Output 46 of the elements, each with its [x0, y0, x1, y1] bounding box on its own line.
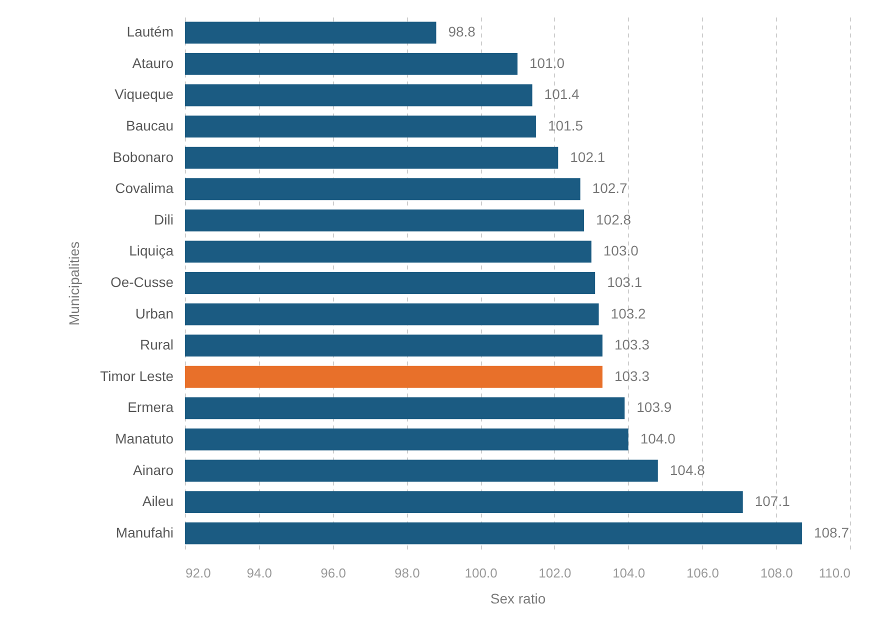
data-label: 101.5 — [548, 118, 584, 134]
x-tick-label: 96.0 — [320, 566, 346, 580]
data-label: 98.8 — [448, 24, 476, 40]
x-tick-label: 110.0 — [818, 566, 850, 580]
y-tick-label: Lautém — [126, 24, 174, 40]
data-label: 102.1 — [570, 148, 606, 165]
y-tick-label: Ermera — [128, 399, 174, 416]
y-tick-label: Atauro — [132, 54, 174, 71]
x-tick-label: 94.0 — [246, 566, 272, 580]
y-tick-label: Liquiça — [129, 242, 174, 259]
x-tick-label: 92.0 — [186, 566, 211, 580]
data-label: 108.7 — [814, 524, 850, 540]
data-label: 103.2 — [610, 305, 646, 322]
data-label: 103.9 — [636, 399, 672, 416]
x-tick-label: 104.0 — [612, 566, 646, 580]
y-tick-label: Ainaro — [133, 462, 174, 478]
data-label: 103.3 — [614, 336, 650, 353]
y-tick-label: Manatuto — [115, 430, 174, 446]
data-label: 104.0 — [640, 430, 676, 446]
x-tick-label: 98.0 — [394, 566, 420, 580]
y-tick-label: Manufahi — [116, 524, 174, 540]
x-axis-title: Sex ratio — [490, 590, 546, 606]
data-label: 103.0 — [603, 242, 639, 259]
x-tick-label: 106.0 — [686, 566, 719, 580]
y-tick-label: Bobonaro — [112, 148, 174, 165]
y-tick-label: Timor Leste — [100, 368, 174, 384]
x-tick-label: 100.0 — [464, 566, 498, 580]
x-tick-label: 108.0 — [760, 566, 793, 580]
data-label: 101.0 — [530, 54, 565, 71]
data-label: 101.4 — [544, 86, 580, 102]
y-tick-label: Oe-Cusse — [110, 274, 174, 290]
data-label: 103.1 — [607, 274, 642, 290]
y-tick-label: Rural — [140, 336, 174, 353]
y-tick-label: Baucau — [126, 118, 174, 134]
y-tick-label: Aileu — [142, 493, 174, 510]
y-axis-title: Municipalities — [66, 241, 82, 326]
data-label: 104.8 — [670, 462, 706, 478]
y-tick-label: Dili — [154, 211, 174, 228]
data-label: 102.7 — [592, 180, 628, 196]
y-tick-label: Viqueque — [114, 86, 174, 102]
data-label: 103.3 — [614, 368, 650, 384]
y-tick-label: Urban — [135, 305, 174, 322]
data-label: 102.8 — [596, 211, 632, 228]
x-tick-label: 102.0 — [538, 566, 572, 580]
data-label: 107.1 — [754, 493, 790, 510]
y-tick-label: Covalima — [115, 180, 174, 196]
